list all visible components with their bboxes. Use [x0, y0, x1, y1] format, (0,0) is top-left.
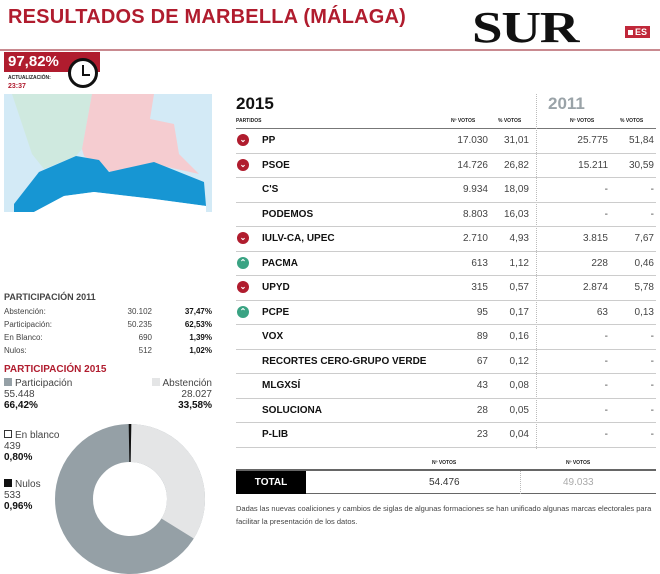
blank-swatch-icon: [4, 430, 12, 438]
trend-down-icon: ⌄: [237, 158, 249, 171]
update-label: ACTUALIZACIÓN:: [8, 75, 51, 81]
table-row: SOLUCIONA 28 0,05- -: [236, 399, 656, 423]
table-row: VOX 89 0,16- -: [236, 325, 656, 350]
header-divider: [0, 49, 660, 51]
header-parties: PARTIDOS: [236, 118, 262, 124]
footnote: Dadas las nuevas coaliciones y cambios d…: [236, 504, 652, 526]
table-row: PODEMOS 8.803 16,03- -: [236, 203, 656, 227]
header-pct-2015: % VOTOS: [498, 118, 522, 124]
header-votes-2015: Nº VOTOS: [451, 118, 476, 124]
participation-2011-row: Participación: 50.235 62,53%: [4, 320, 212, 329]
legend-abstention: Abstención 28.027 33,58%: [151, 378, 212, 411]
table-row: ⌄ PSOE 14.726 26,82 15.211 30,59: [236, 154, 656, 178]
header-pct-2011: % VOTOS: [620, 118, 644, 124]
table-row: P-LIB 23 0,04- -: [236, 423, 656, 448]
participation-donut-chart: [55, 424, 205, 574]
district-map[interactable]: [4, 94, 212, 212]
total-2011: 49.033: [563, 477, 594, 488]
year-2011: 2011: [548, 94, 585, 113]
trend-down-icon: ⌄: [237, 281, 249, 293]
table-row: ⌄ IULV-CA, UPEC 2.710 4,93 3.815 7,67: [236, 227, 656, 252]
total-label: TOTAL: [236, 471, 306, 494]
participation-2011-row: En Blanco: 690 1,39%: [4, 333, 212, 342]
legend-participation: Participación 55.448 66,42%: [4, 378, 73, 411]
year-divider: [536, 94, 537, 449]
update-time: 23:37: [8, 83, 26, 90]
trend-up-icon: ⌃: [237, 305, 249, 318]
participation-2011-row: Nulos: 512 1,02%: [4, 346, 212, 355]
table-row: ⌄ UPYD 315 0,57 2.874 5,78: [236, 276, 656, 301]
total-2015: 54.476: [429, 477, 460, 488]
trend-down-icon: ⌄: [237, 232, 249, 244]
sur-logo[interactable]: SUR: [472, 3, 580, 52]
legend-null: Nulos 533 0,96%: [4, 479, 41, 512]
page-title: RESULTADOS DE MARBELLA (MÁLAGA): [8, 6, 407, 28]
clock-refresh-icon[interactable]: [68, 58, 98, 88]
participation-2011-row: Abstención: 30.102 37,47%: [4, 307, 212, 316]
table-row: C'S 9.934 18,09- -: [236, 178, 656, 203]
table-row: ⌃ PACMA 613 1,12 228 0,46: [236, 252, 656, 276]
header-divider: [236, 128, 656, 129]
logo-badge: ES: [625, 26, 651, 38]
total-header-2011: Nº VOTOS: [566, 460, 591, 466]
total-header-2015: Nº VOTOS: [432, 460, 457, 466]
trend-down-icon: ⌄: [237, 134, 249, 146]
abstention-swatch-icon: [151, 378, 160, 386]
trend-up-icon: ⌃: [237, 256, 249, 269]
table-row: RECORTES CERO-GRUPO VERDE 67 0,12- -: [236, 350, 656, 374]
participation-2011-title: PARTICIPACIÓN 2011: [4, 292, 96, 302]
null-swatch-icon: [4, 479, 12, 487]
table-row: ⌄ PP 17.030 31,01 25.775 51,84: [236, 129, 656, 154]
table-row: MLGXSÍ 43 0,08- -: [236, 374, 656, 399]
total-row: TOTAL 54.476 49.033: [236, 469, 656, 494]
legend-blank: En blanco 439 0,80%: [4, 430, 60, 463]
participation-swatch-icon: [4, 378, 12, 386]
participation-2015-title: PARTICIPACIÓN 2015: [4, 364, 107, 375]
table-row: ⌃ PCPE 95 0,17 63 0,13: [236, 301, 656, 325]
year-2015: 2015: [236, 94, 274, 113]
header-votes-2011: Nº VOTOS: [570, 118, 595, 124]
